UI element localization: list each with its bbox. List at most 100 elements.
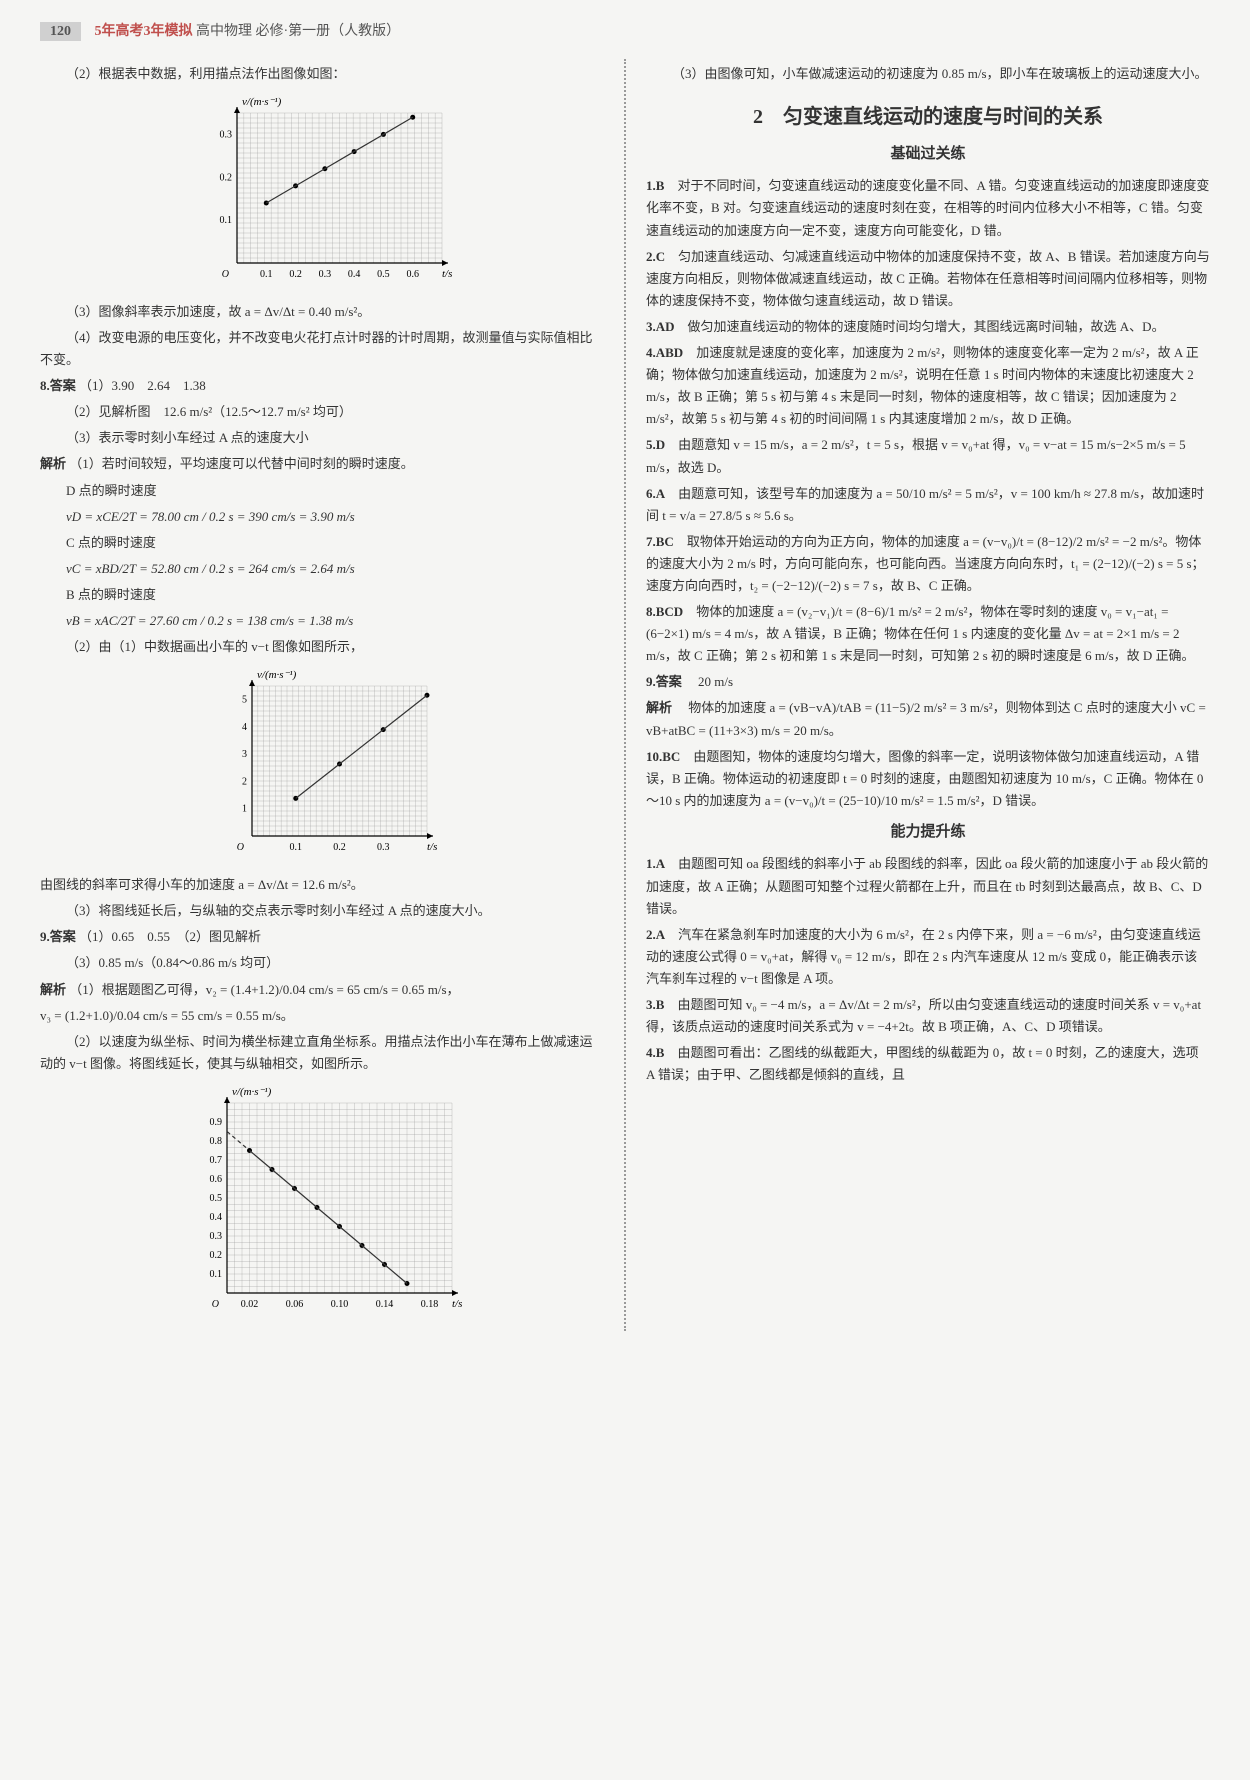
q-num: 2.C [646,249,665,264]
q2: 2.C 匀加速直线运动、匀减速直线运动中物体的加速度保持不变，故 A、B 错误。… [646,246,1210,312]
jiexi-label: 解析 [646,700,672,715]
svg-text:0.06: 0.06 [286,1299,304,1310]
svg-text:O: O [212,1299,219,1310]
q10: 10.BC 由题图知，物体的速度均匀增大，图像的斜率一定，说明该物体做匀加速直线… [646,746,1210,812]
right-column: （3）由图像可知，小车做减速运动的初速度为 0.85 m/s，即小车在玻璃板上的… [624,59,1210,1331]
n3: 3.B 由题图可知 v₀ = −4 m/s，a = Δv/Δt = 2 m/s²… [646,994,1210,1038]
text: D 点的瞬时速度 [40,480,604,502]
q-text: 汽车在紧急刹车时加速度的大小为 6 m/s²，在 2 s 内停下来，则 a = … [646,927,1201,986]
chart1: 0.10.20.30.40.50.60.10.20.3Ot/sv/(m·s⁻¹) [192,93,452,293]
svg-text:0.6: 0.6 [406,269,419,280]
q-text: 由题意可知，该型号车的加速度为 a = 50/10 m/s² = 5 m/s²，… [646,486,1204,523]
text: （2）由（1）中数据画出小车的 v−t 图像如图所示， [40,636,604,658]
q-num: 7.BC [646,534,674,549]
text: v₃ = (1.2+1.0)/0.04 cm/s = 55 cm/s = 0.5… [40,1005,604,1027]
q5: 5.D 由题意知 v = 15 m/s，a = 2 m/s²，t = 5 s，根… [646,434,1210,478]
answer-text: （1）3.90 2.64 1.38 [79,378,206,393]
text: （2）根据表中数据，利用描点法作出图像如图： [40,63,604,85]
n1: 1.A 由题图可知 oa 段图线的斜率小于 ab 段图线的斜率，因此 oa 段火… [646,853,1210,919]
text: （3）由图像可知，小车做减速运动的初速度为 0.85 m/s，即小车在玻璃板上的… [646,63,1210,85]
svg-text:v/(m·s⁻¹): v/(m·s⁻¹) [232,1086,272,1098]
text: （3）表示零时刻小车经过 A 点的速度大小 [40,427,604,449]
answer-line: 9.答案 20 m/s [646,671,1210,693]
q-num: 4.B [646,1045,664,1060]
left-column: （2）根据表中数据，利用描点法作出图像如图： 0.1 0.2 0.3 0.4 0.5 0.… [40,59,604,1331]
section-title: 2 匀变速直线运动的速度与时间的关系 [646,100,1210,134]
q-num: 10.BC [646,749,680,764]
svg-text:0.3: 0.3 [210,1231,223,1242]
q-num: 2.A [646,927,665,942]
svg-text:0.18: 0.18 [421,1299,439,1310]
text: 由图线的斜率可求得小车的加速度 a = Δv/Δt = 12.6 m/s²。 [40,874,604,896]
q8: 8.BCD 物体的加速度 a = (v₂−v₁)/t = (8−6)/1 m/s… [646,601,1210,667]
svg-text:0.3: 0.3 [377,842,390,853]
svg-text:0.3: 0.3 [220,129,233,140]
svg-text:0.14: 0.14 [376,1299,394,1310]
svg-text:0.9: 0.9 [210,1117,223,1128]
text: （3）图像斜率表示加速度，故 a = Δv/Δt = 0.40 m/s²。 [40,301,604,323]
answer-text: 20 m/s [698,674,733,689]
q-num: 4.ABD [646,345,683,360]
jiexi-line: 解析 （1）若时间较短，平均速度可以代替中间时刻的瞬时速度。 [40,453,604,475]
q-text: 对于不同时间，匀变速直线运动的速度变化量不同、A 错。匀变速直线运动的加速度即速… [646,178,1209,237]
equation: vD = xCE/2T = 78.00 cm / 0.2 s = 390 cm/… [40,506,604,528]
svg-text:4: 4 [242,722,247,733]
svg-text:0.1: 0.1 [260,269,273,280]
svg-text:0.5: 0.5 [210,1193,223,1204]
q-num: 1.A [646,856,665,871]
chart3: 0.020.060.100.140.180.10.20.30.40.50.60.… [182,1083,462,1323]
svg-text:t/s: t/s [427,841,437,853]
q-text: 由题意知 v = 15 m/s，a = 2 m/s²，t = 5 s，根据 v … [646,437,1186,474]
n4: 4.B 由题图可看出：乙图线的纵截距大，甲图线的纵截距为 0，故 t = 0 时… [646,1042,1210,1086]
text: C 点的瞬时速度 [40,532,604,554]
q1: 1.B 对于不同时间，匀变速直线运动的速度变化量不同、A 错。匀变速直线运动的加… [646,175,1210,241]
q-text: 由题图知，物体的速度均匀增大，图像的斜率一定，说明该物体做匀加速直线运动，A 错… [646,749,1203,808]
answer-label: 8.答案 [40,378,76,393]
answer-label: 9.答案 [646,674,682,689]
q-text: 匀加速直线运动、匀减速直线运动中物体的加速度保持不变，故 A、B 错误。若加速度… [646,249,1210,308]
sub-title: 能力提升练 [646,820,1210,846]
q-num: 3.B [646,997,664,1012]
text: （2）以速度为纵坐标、时间为横坐标建立直角坐标系。用描点法作出小车在薄布上做减速… [40,1031,604,1075]
svg-text:5: 5 [242,695,247,706]
svg-text:0.3: 0.3 [319,269,332,280]
svg-text:0.1: 0.1 [290,842,303,853]
jiexi-line: 解析 物体的加速度 a = (vB−vA)/tAB = (11−5)/2 m/s… [646,697,1210,741]
jiexi-label: 解析 [40,456,66,471]
text: （3）0.85 m/s（0.84～0.86 m/s 均可） [40,952,604,974]
q-num: 5.D [646,437,665,452]
q-num: 6.A [646,486,665,501]
svg-text:v/(m·s⁻¹): v/(m·s⁻¹) [257,669,297,681]
q-text: 加速度就是速度的变化率，加速度为 2 m/s²，则物体的速度变化率一定为 2 m… [646,345,1199,426]
svg-text:3: 3 [242,749,247,760]
answer-text: （1）0.65 0.55 （2）图见解析 [79,929,261,944]
svg-text:0.1: 0.1 [220,215,233,226]
svg-text:0.02: 0.02 [241,1299,259,1310]
jiexi-text: 物体的加速度 a = (vB−vA)/tAB = (11−5)/2 m/s² =… [646,700,1206,737]
q-text: 物体的加速度 a = (v₂−v₁)/t = (8−6)/1 m/s² = 2 … [646,604,1195,663]
svg-text:v/(m·s⁻¹): v/(m·s⁻¹) [242,96,282,108]
text: （4）改变电源的电压变化，并不改变电火花打点计时器的计时周期，故测量值与实际值相… [40,327,604,371]
text: （3）将图线延长后，与纵轴的交点表示零时刻小车经过 A 点的速度大小。 [40,900,604,922]
answer-label: 9.答案 [40,929,76,944]
svg-text:0.4: 0.4 [348,269,361,280]
q-num: 1.B [646,178,664,193]
page-header: 120 5年高考3年模拟 高中物理 必修·第一册（人教版） [40,20,1210,44]
page-number: 120 [40,22,81,41]
subject-title: 高中物理 必修·第一册（人教版） [196,24,400,39]
svg-text:0.1: 0.1 [210,1269,223,1280]
svg-text:0.6: 0.6 [210,1174,223,1185]
q7: 7.BC 取物体开始运动的方向为正方向，物体的加速度 a = (v−v₀)/t … [646,531,1210,597]
sub-title: 基础过关练 [646,142,1210,168]
jiexi-label: 解析 [40,982,66,997]
svg-text:O: O [237,842,244,853]
answer-line: 9.答案 （1）0.65 0.55 （2）图见解析 [40,926,604,948]
q3: 3.AD 做匀加速直线运动的物体的速度随时间均匀增大，其图线远离时间轴，故选 A… [646,316,1210,338]
text: （2）见解析图 12.6 m/s²（12.5～12.7 m/s² 均可） [40,401,604,423]
svg-text:0.10: 0.10 [331,1299,349,1310]
svg-text:O: O [222,269,229,280]
svg-text:t/s: t/s [452,1298,462,1310]
svg-text:0.2: 0.2 [289,269,302,280]
equation: vC = xBD/2T = 52.80 cm / 0.2 s = 264 cm/… [40,558,604,580]
svg-text:2: 2 [242,777,247,788]
